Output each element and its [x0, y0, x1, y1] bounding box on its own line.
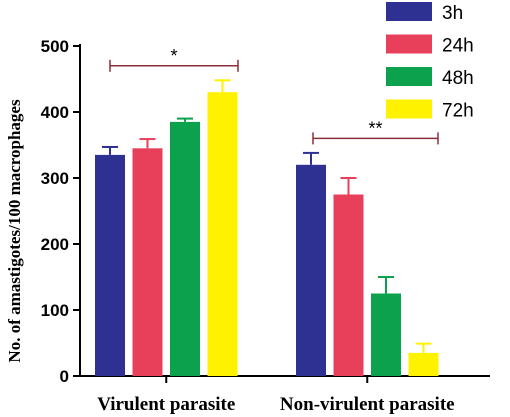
- bar-3h-2: [296, 164, 326, 376]
- bar-3h-1: [95, 154, 125, 376]
- significance-label: **: [368, 118, 382, 138]
- y-tick-label: 300: [41, 169, 69, 188]
- y-tick-label: 200: [41, 235, 69, 254]
- legend-label-24h: 24h: [442, 36, 474, 57]
- y-tick-label: 400: [41, 103, 69, 122]
- bar-48h-2: [371, 293, 401, 376]
- bar-72h-1: [207, 92, 238, 376]
- bar-48h-1: [170, 121, 200, 377]
- bar-72h-2: [408, 352, 439, 376]
- x-category-label: Virulent parasite: [97, 394, 235, 415]
- legend-label-48h: 48h: [442, 68, 474, 89]
- legend-label-3h: 3h: [442, 3, 463, 24]
- y-tick-label: 100: [41, 301, 69, 320]
- legend-swatch-72h: [386, 99, 432, 119]
- legend-swatch-3h: [386, 2, 432, 21]
- legend-swatch-24h: [386, 34, 432, 54]
- bar-24h-2: [333, 194, 364, 376]
- y-tick-label: 0: [60, 367, 69, 386]
- legend-swatch-48h: [386, 67, 432, 86]
- significance-label: *: [170, 46, 177, 66]
- x-category-label: Non-virulent parasite: [280, 394, 455, 415]
- y-tick-label: 500: [41, 37, 69, 56]
- bar-24h-1: [132, 148, 163, 376]
- y-axis-title: No. of amastigotes/100 macrophages: [5, 99, 24, 363]
- legend-label-72h: 72h: [442, 101, 474, 122]
